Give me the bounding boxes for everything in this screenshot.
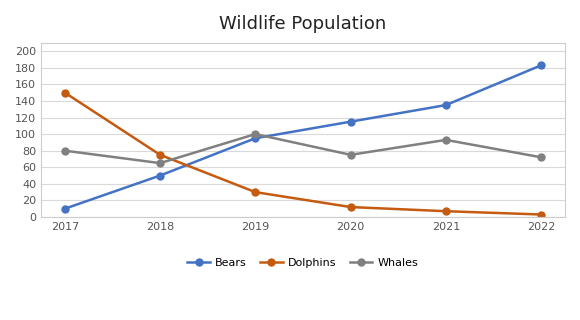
Bears [347,120,354,124]
Bears [443,103,450,107]
Bears [252,136,259,140]
Dolphins [61,91,68,94]
Bears [157,174,164,178]
Dolphins [347,205,354,209]
Line: Whales: Whales [61,131,545,167]
Legend: Bears, Dolphins, Whales: Bears, Dolphins, Whales [183,254,423,273]
Dolphins [252,190,259,194]
Whales [157,161,164,165]
Line: Dolphins: Dolphins [61,89,545,218]
Whales [252,132,259,136]
Dolphins [157,153,164,157]
Whales [61,149,68,153]
Dolphins [443,209,450,213]
Whales [443,138,450,142]
Whales [347,153,354,157]
Line: Bears: Bears [61,62,545,212]
Bears [61,207,68,211]
Whales [538,156,545,159]
Title: Wildlife Population: Wildlife Population [219,15,387,33]
Dolphins [538,212,545,216]
Bears [538,63,545,67]
